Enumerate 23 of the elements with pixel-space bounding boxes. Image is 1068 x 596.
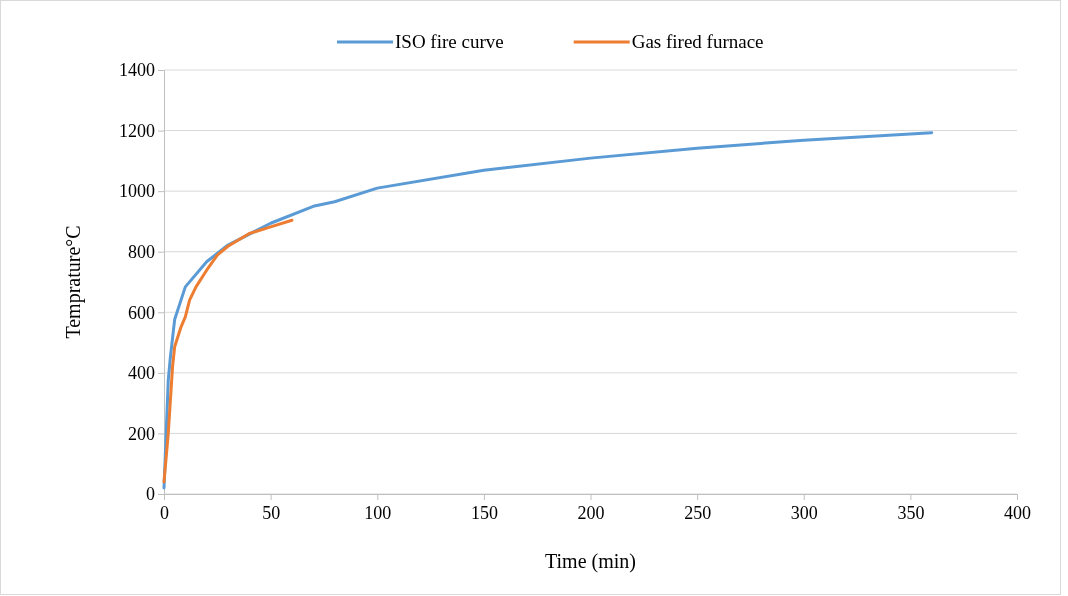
y-axis-title: Temprature°C [62,225,85,339]
y-tick-label: 600 [128,302,155,323]
x-tick-label: 250 [684,503,712,524]
x-tick-label: 150 [470,503,498,524]
legend-label: ISO fire curve [395,31,504,52]
line-series [162,131,934,490]
x-tick-label: 200 [577,503,605,524]
x-tick-label: 100 [364,503,392,524]
x-tick-label: 400 [1004,503,1031,524]
x-tick-label: 300 [790,503,818,524]
x-tick-label: 0 [160,503,169,524]
legend-label: Gas fired furnace [631,31,764,52]
x-tick-label: 350 [897,503,925,524]
line-series [162,218,294,484]
x-axis-title: Time (min) [545,550,636,573]
x-tick-label: 50 [262,503,281,524]
y-tick-label: 1400 [119,60,155,81]
y-tick-label: 400 [128,363,155,384]
y-tick-label: 200 [128,423,155,444]
y-tick-label: 800 [128,241,155,262]
y-tick-label: 1000 [119,181,155,202]
y-tick-label: 1200 [119,120,155,141]
y-tick-label: 0 [146,484,155,505]
